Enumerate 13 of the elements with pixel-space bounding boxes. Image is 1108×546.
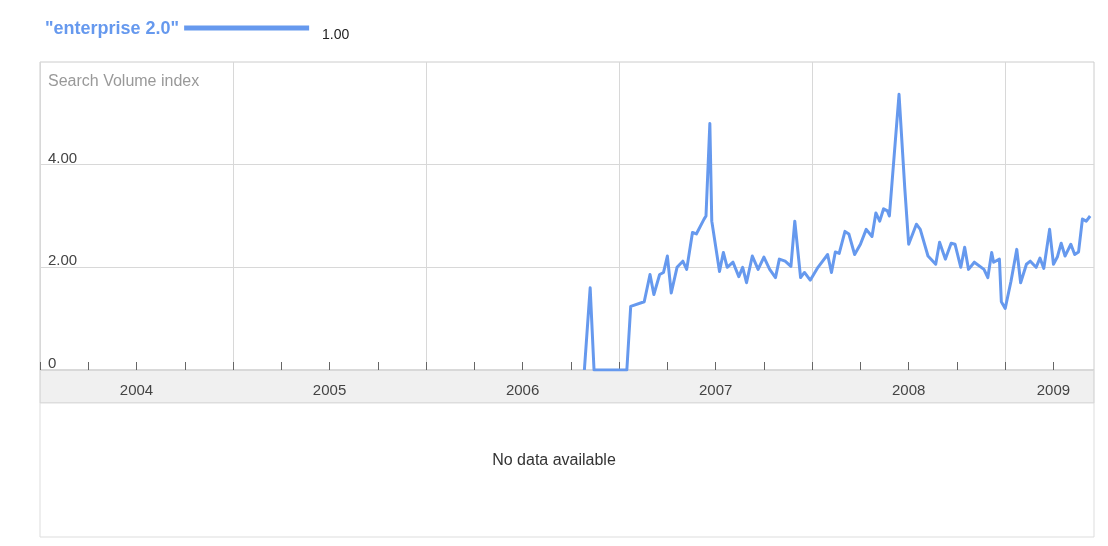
y-tick-label: 0	[48, 354, 57, 371]
text: 1.00	[322, 26, 350, 42]
x-tick-label: 2005	[312, 381, 347, 398]
y-axis-title: Search Volume index	[48, 71, 200, 89]
x-tick-label: 2009	[1036, 381, 1071, 398]
x-tick-label: 2004	[119, 381, 154, 398]
x-tick-label: 2008	[891, 381, 926, 398]
x-tick-label: 2006	[505, 381, 540, 398]
text: "enterprise 2.0"	[44, 18, 180, 38]
y-tick-label: 2.00	[48, 251, 78, 269]
text: No data available	[492, 450, 616, 468]
y-tick-label: 4.00	[48, 148, 78, 166]
x-tick-label: 2007	[698, 381, 733, 398]
